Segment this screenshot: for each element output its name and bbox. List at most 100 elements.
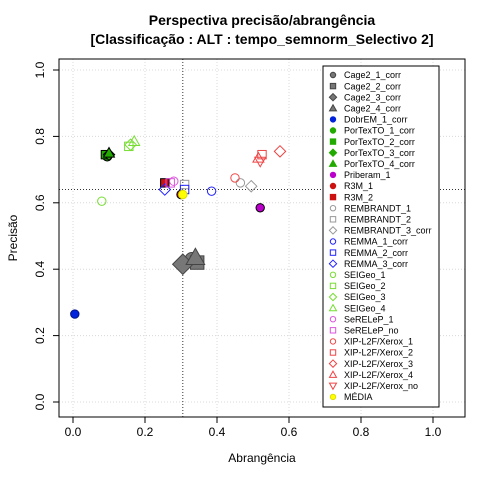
data-points — [70, 134, 287, 319]
y-tick-label-1: 0.2 — [33, 327, 47, 344]
data-point-17 — [158, 183, 172, 196]
legend-symbol-22 — [329, 316, 337, 323]
plot-frame — [58, 58, 466, 418]
legend-symbol-4 — [329, 116, 337, 123]
legend-symbol-21 — [328, 303, 338, 312]
data-point-8 — [102, 146, 116, 158]
legend-symbol-15 — [329, 238, 337, 245]
legend-symbol-7 — [328, 148, 338, 158]
y-tick-label-5: 1.0 — [33, 61, 47, 78]
legend-symbol-14 — [328, 226, 338, 235]
legend-label-17: REMMA_3_corr — [344, 259, 408, 269]
legend-label-1: Cage2_2_corr — [344, 81, 401, 91]
y-tick-label-0: 0.0 — [33, 393, 47, 410]
legend-label-24: XIP-L2F/Xerox_1 — [344, 337, 413, 347]
legend-symbol-29 — [329, 393, 337, 401]
data-point-23 — [165, 178, 175, 188]
data-point-21 — [127, 134, 141, 146]
legend-label-2: Cage2_3_corr — [344, 92, 401, 102]
x-tick-label-2: 0.4 — [209, 425, 226, 439]
legend-label-28: XIP-L2F/Xerox_no — [344, 381, 418, 391]
legend-symbol-8 — [328, 159, 338, 167]
legend-symbol-2 — [328, 92, 338, 102]
data-point-14 — [244, 179, 258, 193]
y-tick-label-2: 0.4 — [33, 261, 47, 278]
data-point-13 — [179, 179, 190, 190]
legend-symbol-25 — [329, 349, 337, 356]
legend-label-16: REMMA_2_corr — [344, 248, 408, 258]
legend-symbol-20 — [328, 292, 338, 302]
legend-symbol-10 — [329, 182, 337, 190]
legend-label-13: REMBRANDT_2 — [344, 215, 411, 225]
legend-symbol-17 — [328, 259, 338, 269]
legend-label-19: SEIGeo_2 — [344, 281, 386, 291]
chart-title: Perspectiva precisão/abrangência — [149, 12, 376, 28]
x-tick-label-3: 0.6 — [281, 425, 298, 439]
legend-symbol-23 — [329, 327, 337, 334]
legend-symbol-18 — [329, 271, 337, 278]
data-point-12 — [235, 178, 246, 188]
legend-label-8: PorTexTO_4_corr — [344, 159, 415, 169]
data-point-3 — [185, 247, 206, 266]
y-tick-label-4: 0.8 — [33, 128, 47, 145]
legend-label-29: MÉDIA — [344, 392, 373, 402]
legend-symbol-3 — [328, 103, 338, 112]
data-point-29 — [178, 189, 188, 200]
legend-label-21: SEIGeo_4 — [344, 303, 386, 313]
data-point-18 — [97, 196, 107, 206]
legend-label-20: SEIGeo_3 — [344, 292, 386, 302]
legend-symbol-24 — [329, 338, 337, 345]
legend-label-9: Priberam_1 — [344, 170, 391, 180]
legend-symbol-11 — [329, 193, 337, 201]
data-point-15 — [206, 186, 217, 196]
chart-subtitle: [Classificação : ALT : tempo_semnorm_Sel… — [90, 31, 433, 47]
x-tick-label-0: 0.0 — [65, 425, 82, 439]
data-point-28 — [253, 156, 267, 168]
data-point-4 — [70, 309, 80, 319]
legend-symbol-9 — [329, 171, 337, 179]
x-tick-label-4: 0.8 — [353, 425, 370, 439]
x-axis-label: Abrangência — [228, 451, 296, 465]
data-point-20 — [124, 138, 137, 152]
legend-label-0: Cage2_1_corr — [344, 70, 401, 80]
legend-symbol-6 — [329, 138, 337, 145]
legend-symbol-26 — [328, 359, 338, 368]
legend-label-6: PorTexTO_2_corr — [344, 137, 415, 147]
legend-label-3: Cage2_4_corr — [344, 104, 401, 114]
legend-label-23: SeRELeP_no — [344, 326, 399, 336]
legend-label-26: XIP-L2F/Xerox_3 — [344, 359, 413, 369]
legend-symbol-28 — [328, 382, 338, 391]
legend-label-22: SeRELeP_1 — [344, 314, 394, 324]
data-point-11 — [160, 178, 170, 188]
legend-symbol-5 — [329, 127, 337, 134]
legend-label-10: R3M_1 — [344, 181, 373, 191]
legend-label-12: REMBRANDT_1 — [344, 203, 411, 213]
legend-symbol-1 — [329, 82, 337, 90]
legend-label-7: PorTexTO_3_corr — [344, 148, 415, 158]
legend-label-15: REMMA_1_corr — [344, 237, 408, 247]
x-tick-label-1: 0.2 — [137, 425, 154, 439]
y-axis: 0.0 0.2 0.4 0.6 0.8 1.0 — [33, 61, 59, 410]
legend-label-25: XIP-L2F/Xerox_2 — [344, 348, 413, 358]
data-point-9 — [255, 203, 265, 213]
data-point-26 — [273, 144, 287, 158]
legend-label-14: REMBRANDT_3_corr — [344, 226, 432, 236]
legend-symbol-27 — [328, 370, 338, 378]
x-tick-label-5: 1.0 — [425, 425, 442, 439]
data-point-22 — [169, 176, 179, 186]
data-point-19 — [124, 141, 134, 152]
legend-label-4: DobrEM_1_corr — [344, 115, 408, 125]
data-point-24 — [230, 173, 240, 183]
legend-label-18: SEIGeo_1 — [344, 270, 386, 280]
legend-symbol-16 — [329, 249, 337, 256]
legend-label-27: XIP-L2F/Xerox_4 — [344, 370, 413, 380]
legend-symbol-0 — [329, 71, 337, 79]
legend-symbol-12 — [329, 205, 337, 212]
legend-box — [322, 65, 440, 408]
legend-symbol-19 — [329, 282, 337, 290]
legend-label-11: R3M_2 — [344, 192, 373, 202]
legend-symbol-13 — [329, 216, 337, 223]
legend-label-5: PorTexTO_1_corr — [344, 126, 415, 136]
